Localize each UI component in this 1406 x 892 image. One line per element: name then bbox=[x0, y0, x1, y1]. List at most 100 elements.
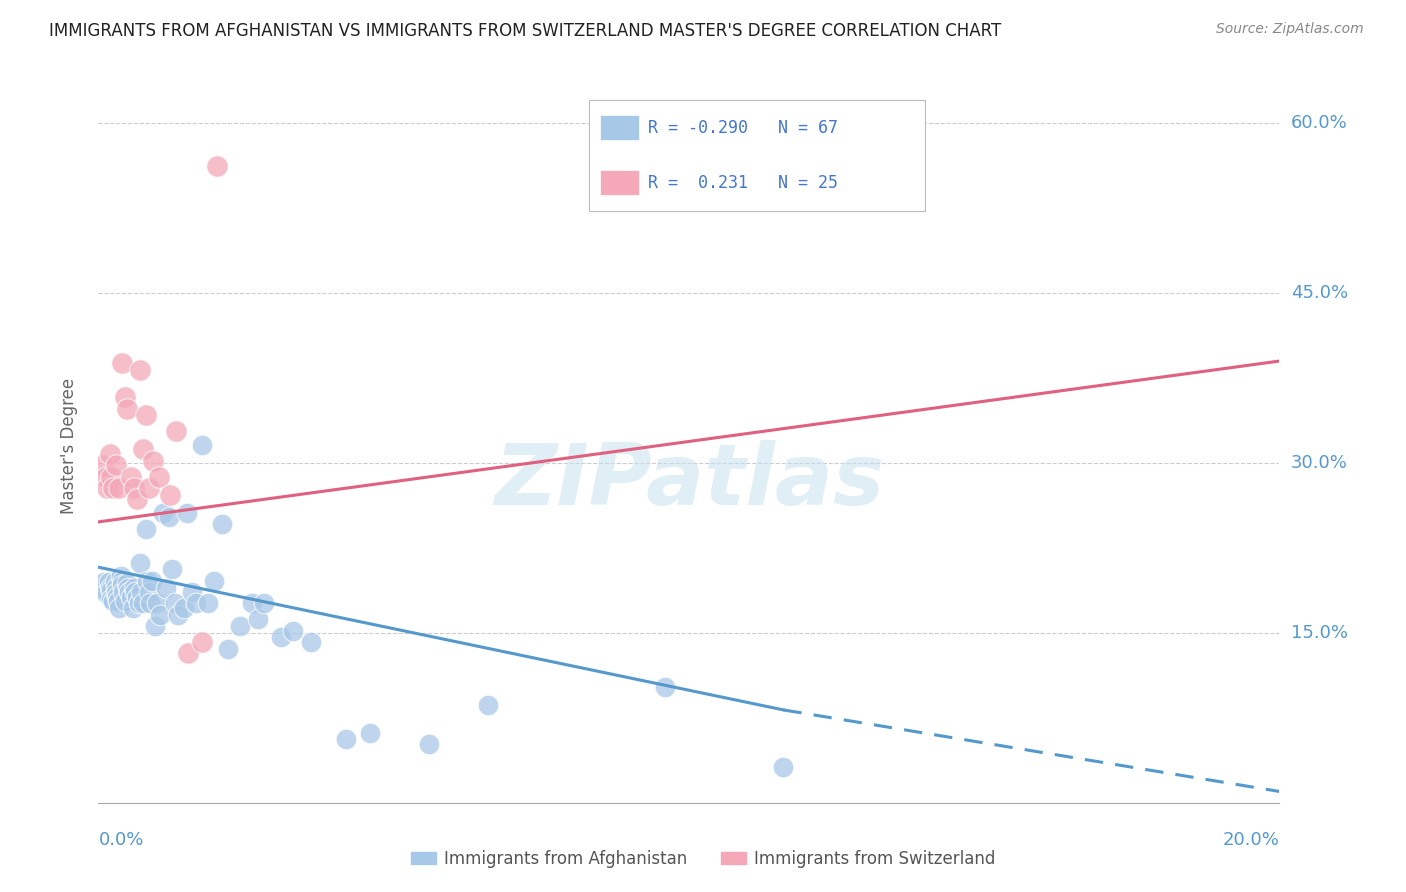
Text: 60.0%: 60.0% bbox=[1291, 114, 1347, 132]
Text: Source: ZipAtlas.com: Source: ZipAtlas.com bbox=[1216, 22, 1364, 37]
Point bbox=[111, 578, 134, 592]
Point bbox=[176, 506, 198, 520]
Point bbox=[167, 607, 190, 622]
Point bbox=[155, 581, 177, 595]
Text: 0.0%: 0.0% bbox=[98, 831, 143, 849]
Point bbox=[138, 585, 160, 599]
Text: 15.0%: 15.0% bbox=[1291, 624, 1347, 642]
Point bbox=[253, 597, 276, 611]
Point bbox=[165, 597, 187, 611]
Point bbox=[135, 574, 157, 588]
Point bbox=[100, 469, 122, 483]
Text: R =  0.231   N = 25: R = 0.231 N = 25 bbox=[648, 174, 838, 192]
Point bbox=[112, 585, 135, 599]
Point bbox=[108, 601, 131, 615]
Point bbox=[217, 641, 239, 656]
Point bbox=[120, 590, 142, 604]
Point bbox=[129, 585, 152, 599]
Point bbox=[146, 597, 169, 611]
Point bbox=[148, 469, 170, 483]
Point bbox=[135, 522, 157, 536]
Point bbox=[108, 481, 131, 495]
Point bbox=[110, 569, 132, 583]
Point bbox=[124, 585, 146, 599]
Point bbox=[177, 646, 200, 660]
Point bbox=[162, 562, 183, 576]
Point bbox=[132, 597, 155, 611]
Point bbox=[197, 597, 219, 611]
Point bbox=[114, 390, 136, 404]
Point bbox=[98, 574, 121, 589]
Point bbox=[128, 363, 150, 377]
Point bbox=[132, 442, 155, 457]
Point bbox=[105, 458, 128, 473]
Point bbox=[96, 481, 118, 495]
Point bbox=[115, 401, 138, 416]
Text: 20.0%: 20.0% bbox=[1223, 831, 1279, 849]
Point bbox=[477, 698, 499, 713]
Point bbox=[270, 631, 292, 645]
Point bbox=[173, 601, 195, 615]
Point bbox=[138, 481, 160, 495]
Point bbox=[149, 607, 172, 622]
Point bbox=[91, 458, 114, 473]
Point bbox=[125, 590, 148, 604]
Point bbox=[105, 590, 128, 604]
Point bbox=[418, 737, 440, 751]
Point bbox=[115, 576, 138, 591]
Y-axis label: Master's Degree: Master's Degree bbox=[59, 378, 77, 514]
Point bbox=[139, 597, 162, 611]
Point bbox=[152, 506, 174, 520]
Legend: Immigrants from Afghanistan, Immigrants from Switzerland: Immigrants from Afghanistan, Immigrants … bbox=[404, 844, 1002, 875]
Point bbox=[111, 574, 134, 588]
Point bbox=[117, 581, 139, 595]
Point bbox=[91, 581, 114, 595]
Point bbox=[105, 581, 128, 595]
Point bbox=[135, 409, 157, 423]
Point bbox=[120, 469, 142, 483]
Point bbox=[772, 759, 794, 773]
Point bbox=[299, 635, 322, 649]
Point bbox=[103, 481, 125, 495]
Point bbox=[98, 447, 121, 461]
Text: ZIPatlas: ZIPatlas bbox=[494, 440, 884, 524]
Point bbox=[202, 574, 225, 588]
Point bbox=[335, 732, 357, 747]
Point bbox=[180, 585, 202, 599]
Point bbox=[240, 597, 263, 611]
Point bbox=[205, 159, 228, 173]
Text: 45.0%: 45.0% bbox=[1291, 284, 1348, 302]
Point bbox=[122, 581, 145, 595]
Point bbox=[114, 594, 136, 608]
Point bbox=[159, 488, 181, 502]
Point bbox=[191, 635, 214, 649]
Point bbox=[105, 586, 128, 600]
Point bbox=[246, 612, 269, 626]
Point bbox=[143, 619, 166, 633]
Point bbox=[100, 582, 122, 597]
Point bbox=[125, 492, 148, 507]
Point bbox=[122, 481, 145, 495]
Point bbox=[118, 585, 141, 599]
Text: 30.0%: 30.0% bbox=[1291, 454, 1347, 472]
Point bbox=[98, 581, 121, 595]
Point bbox=[107, 594, 129, 608]
Point bbox=[157, 510, 180, 524]
Text: IMMIGRANTS FROM AFGHANISTAN VS IMMIGRANTS FROM SWITZERLAND MASTER'S DEGREE CORRE: IMMIGRANTS FROM AFGHANISTAN VS IMMIGRANT… bbox=[49, 22, 1001, 40]
Point bbox=[104, 574, 127, 589]
Point bbox=[103, 594, 125, 608]
Point bbox=[211, 517, 233, 532]
Point bbox=[93, 574, 115, 589]
Point bbox=[654, 680, 676, 694]
Point bbox=[141, 574, 163, 588]
Point bbox=[121, 601, 143, 615]
Point bbox=[94, 586, 117, 600]
Point bbox=[100, 591, 122, 606]
Point bbox=[111, 356, 134, 370]
Point bbox=[94, 469, 117, 483]
Point bbox=[142, 454, 165, 468]
Point bbox=[359, 725, 381, 739]
Point bbox=[191, 438, 214, 452]
Text: R = -0.290   N = 67: R = -0.290 N = 67 bbox=[648, 119, 838, 136]
Point bbox=[229, 619, 252, 633]
